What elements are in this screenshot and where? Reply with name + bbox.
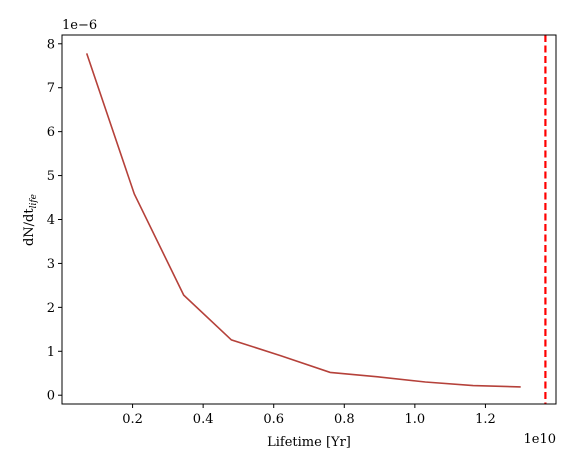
y-tick-label: 6 bbox=[47, 125, 55, 140]
x-multiplier-label: 1e10 bbox=[523, 432, 556, 447]
x-tick-label: 1.2 bbox=[475, 412, 496, 427]
y-tick-label: 7 bbox=[47, 81, 55, 96]
y-multiplier-label: 1e−6 bbox=[62, 18, 97, 33]
x-axis-label: Lifetime [Yr] bbox=[267, 435, 351, 450]
y-axis-label-main: dN/dt bbox=[22, 208, 37, 246]
series-line-0 bbox=[85, 53, 521, 388]
plot-background bbox=[62, 35, 556, 404]
y-tick-label: 1 bbox=[47, 345, 55, 360]
y-tick-label: 2 bbox=[47, 301, 55, 316]
y-tick-label: 5 bbox=[47, 169, 55, 184]
x-axis-ticks: 0.2 0.4 0.6 0.8 1.0 1.2 bbox=[122, 404, 496, 427]
plot-content bbox=[85, 35, 547, 404]
y-tick-label: 8 bbox=[47, 37, 55, 52]
y-axis-ticks: 0 1 2 3 4 5 6 7 8 bbox=[47, 37, 62, 404]
y-axis-label: dN/dtlife bbox=[22, 194, 39, 246]
y-tick-label: 0 bbox=[47, 389, 55, 404]
x-tick-label: 0.6 bbox=[263, 412, 284, 427]
y-tick-label: 3 bbox=[47, 257, 55, 272]
y-tick-label: 4 bbox=[47, 213, 55, 228]
x-tick-label: 1.0 bbox=[405, 412, 426, 427]
y-axis-label-sub: life bbox=[29, 194, 39, 208]
x-tick-label: 0.2 bbox=[122, 412, 143, 427]
x-tick-label: 0.4 bbox=[193, 412, 214, 427]
x-tick-label: 0.8 bbox=[334, 412, 355, 427]
